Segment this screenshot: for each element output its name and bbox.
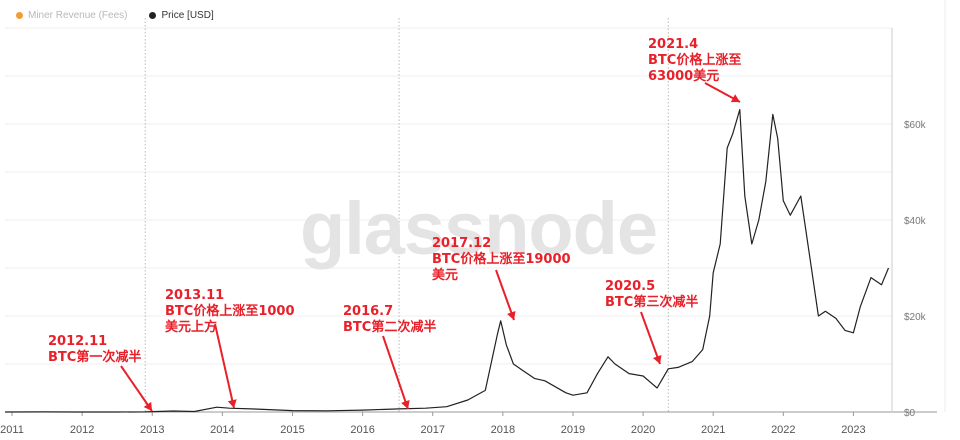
arrow-2012-head bbox=[143, 401, 152, 411]
y-tick-label: $20k bbox=[904, 312, 927, 323]
x-tick-label: 2021 bbox=[701, 424, 725, 436]
arrow-2016-head bbox=[401, 399, 410, 409]
x-axis-ticks: 2011 2012 2013 2014 2015 2016 2017 2018 2019 2020… bbox=[0, 412, 866, 436]
arrow-2013-head bbox=[227, 399, 237, 408]
arrow-2020 bbox=[640, 311, 661, 365]
chart-legend: Miner Revenue (Fees) Price [USD] bbox=[16, 10, 214, 21]
x-tick-label: 2017 bbox=[420, 424, 444, 436]
x-tick-label: 2020 bbox=[631, 424, 655, 436]
annotation-halving-2016: 2016.7 BTC第二次减半 bbox=[343, 304, 437, 335]
price-series-line[interactable] bbox=[4, 109, 890, 413]
x-tick-label: 2014 bbox=[210, 424, 234, 436]
x-tick-label: 2012 bbox=[70, 424, 94, 436]
x-tick-label: 2011 bbox=[0, 424, 24, 436]
annotation-arrows bbox=[120, 82, 741, 412]
arrow-2017-head bbox=[507, 310, 516, 320]
x-tick-label: 2013 bbox=[140, 424, 164, 436]
annotation-peak-2017: 2017.12 BTC价格上涨至19000 美元 bbox=[432, 236, 571, 283]
arrow-2021-head bbox=[730, 94, 740, 103]
x-tick-label: 2023 bbox=[841, 424, 865, 436]
annotation-halving-2012: 2012.11 BTC第一次减半 bbox=[48, 334, 142, 365]
y-tick-label: $0 bbox=[904, 408, 916, 419]
legend-label-price: Price [USD] bbox=[161, 10, 214, 21]
x-tick-label: 2018 bbox=[491, 424, 515, 436]
annotation-halving-2020: 2020.5 BTC第三次减半 bbox=[605, 279, 699, 310]
halving-lines bbox=[144, 18, 669, 412]
legend-item-price[interactable]: Price [USD] bbox=[149, 10, 214, 21]
x-tick-label: 2019 bbox=[561, 424, 585, 436]
arrow-2012 bbox=[120, 365, 153, 412]
x-tick-label: 2016 bbox=[350, 424, 374, 436]
arrow-2016 bbox=[382, 335, 409, 410]
y-tick-label: $60k bbox=[904, 120, 927, 131]
y-axis-ticks: $0 $20k $40k $60k bbox=[904, 120, 927, 419]
legend-label-fees: Miner Revenue (Fees) bbox=[28, 10, 128, 21]
arrow-2013 bbox=[214, 323, 235, 409]
watermark-logo: glassnode bbox=[300, 187, 658, 270]
gridlines bbox=[5, 0, 946, 413]
x-tick-label: 2022 bbox=[771, 424, 795, 436]
price-dot-icon bbox=[149, 12, 157, 19]
arrow-2017 bbox=[495, 269, 515, 321]
annotation-peak-2021: 2021.4 BTC价格上涨至 63000美元 bbox=[648, 37, 742, 84]
x-tick-label: 2015 bbox=[280, 424, 304, 436]
legend-item-fees[interactable]: Miner Revenue (Fees) bbox=[16, 10, 127, 21]
fees-dot-icon bbox=[16, 12, 23, 19]
annotation-rally-2013: 2013.11 BTC价格上涨至1000 美元上方 bbox=[165, 288, 295, 335]
arrow-2020-head bbox=[653, 354, 662, 364]
y-tick-label: $40k bbox=[904, 216, 927, 227]
